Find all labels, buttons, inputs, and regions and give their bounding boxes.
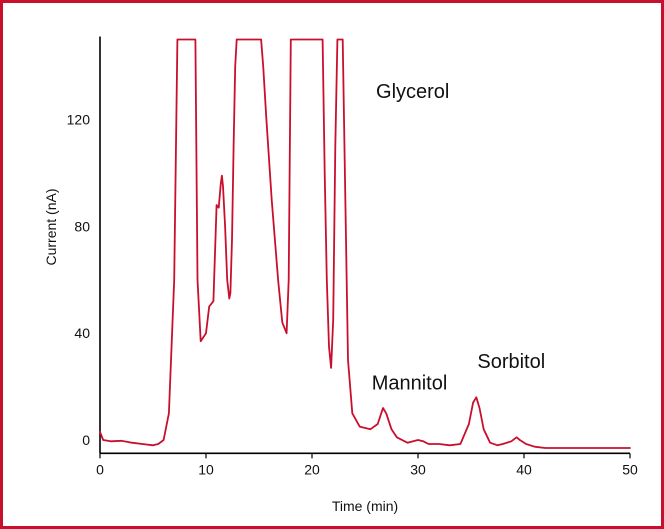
- x-tick-label: 10: [198, 461, 214, 477]
- x-tick-label: 0: [96, 461, 104, 477]
- y-tick-label: 0: [82, 432, 90, 448]
- series-line-0: [99, 38, 631, 449]
- x-tick-label: 20: [304, 461, 320, 477]
- peak-label-sorbitol: Sorbitol: [477, 351, 545, 373]
- ticks-layer: 0 10 20 30 40 50 0 40 80 120: [67, 112, 638, 478]
- series-layer: [99, 38, 631, 449]
- axes-layer: [99, 36, 630, 455]
- peak-label-mannitol: Mannitol: [372, 372, 448, 394]
- x-tick-label: 40: [516, 461, 532, 477]
- annotation-layer: Glycerol Mannitol Sorbitol: [372, 81, 545, 394]
- y-axis-title: Current (nA): [43, 188, 59, 265]
- y-tick-label: 80: [74, 218, 90, 234]
- y-tick-label: 120: [67, 112, 91, 128]
- x-axis-title: Time (min): [332, 498, 398, 514]
- x-tick-label: 30: [410, 461, 426, 477]
- y-tick-label: 40: [74, 325, 90, 341]
- peak-label-glycerol: Glycerol: [376, 81, 449, 103]
- x-tick-label: 50: [622, 461, 638, 477]
